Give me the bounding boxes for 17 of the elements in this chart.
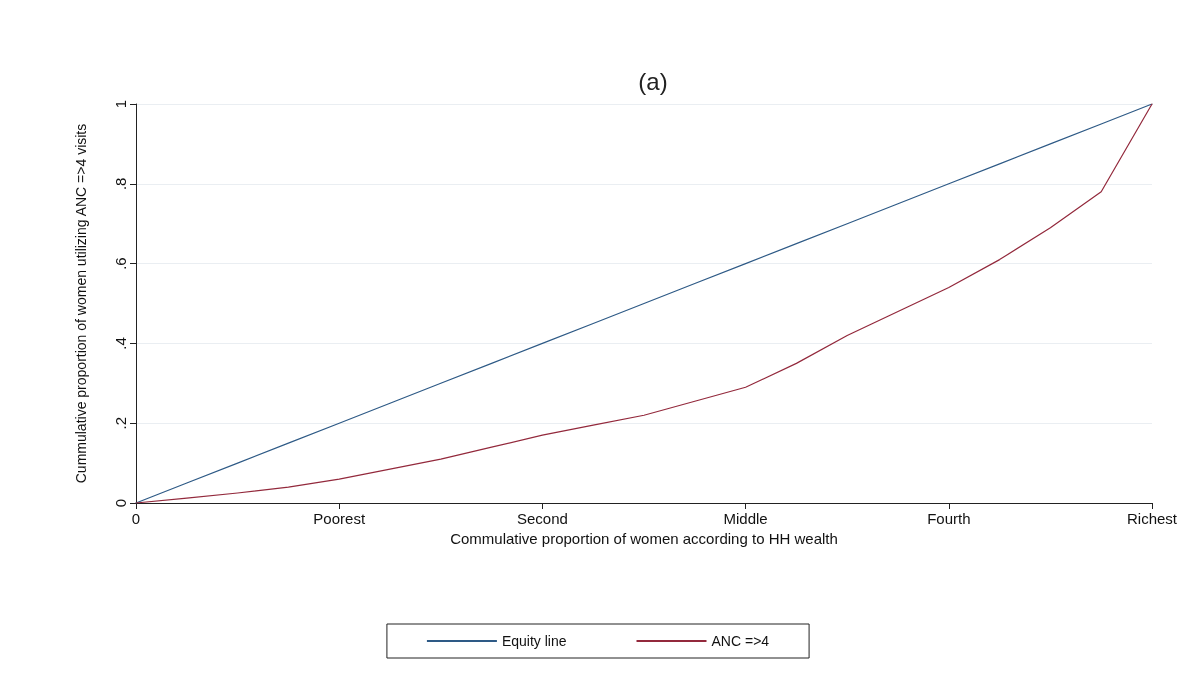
legend-label: Equity line — [501, 633, 567, 649]
x-axis-title: Commulative proportion of women according to HH wealth — [450, 529, 838, 547]
y-axis-title: Cummulative proportion of women utilizing ANC =>4 visits — [73, 123, 89, 484]
x-tick-label: Richest — [1126, 510, 1178, 527]
x-tick-label: 0 — [131, 510, 141, 527]
y-tick-label: .8 — [112, 177, 129, 191]
x-tick-label: Second — [516, 510, 568, 527]
y-tick-label: .2 — [112, 416, 129, 430]
y-tick-label: 0 — [112, 498, 129, 508]
x-tick-label: Poorest — [313, 510, 366, 527]
x-tick-label: Middle — [723, 510, 768, 527]
chart-title: (a) — [638, 67, 668, 95]
y-tick-label: .4 — [112, 337, 129, 350]
x-tick-label: Fourth — [927, 510, 971, 527]
y-tick-label: .6 — [112, 257, 129, 270]
legend-label: ANC =>4 — [711, 633, 770, 649]
y-tick-label: 1 — [112, 99, 129, 109]
